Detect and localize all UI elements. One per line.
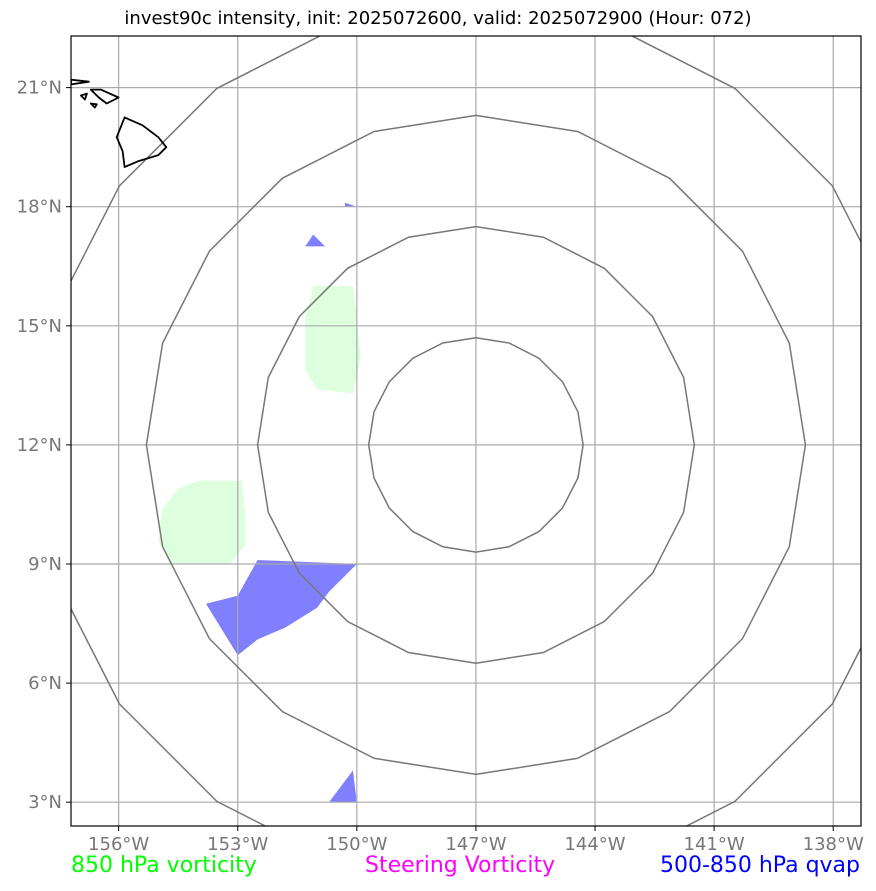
y-tick-label: 6°N bbox=[28, 673, 62, 694]
legend-steering-vorticity: Steering Vorticity bbox=[365, 853, 556, 878]
range-rings bbox=[71, 36, 861, 826]
map-background bbox=[71, 36, 861, 826]
vorticity-850-area-2 bbox=[158, 480, 246, 564]
y-tick-label: 9°N bbox=[28, 554, 62, 575]
lanai-coastline bbox=[80, 92, 88, 101]
molokai-coastline bbox=[71, 78, 90, 86]
range-ring-4 bbox=[71, 36, 861, 826]
y-tick-label: 3°N bbox=[28, 792, 62, 813]
range-ring-2 bbox=[256, 225, 696, 664]
qvap-area-4 bbox=[329, 770, 357, 803]
gridlines bbox=[71, 36, 861, 826]
vorticity-850-area-1 bbox=[305, 286, 361, 394]
y-tick-label: 18°N bbox=[17, 197, 62, 218]
map-frame bbox=[70, 35, 862, 827]
x-tick-label: 150°W bbox=[326, 834, 387, 855]
legend-850hpa-vorticity: 850 hPa vorticity bbox=[71, 853, 257, 878]
big-island-coastline bbox=[115, 116, 168, 168]
shading-layer bbox=[158, 202, 361, 803]
y-tick-label: 12°N bbox=[17, 435, 62, 456]
qvap-area-3 bbox=[344, 202, 357, 207]
x-tick-label: 147°W bbox=[445, 834, 506, 855]
axis-ticks: 156°W 153°W 150°W 147°W 144°W 141°W 138°W 3°N 6°… bbox=[17, 78, 864, 855]
x-tick-label: 153°W bbox=[207, 834, 268, 855]
y-tick-label: 21°N bbox=[17, 78, 62, 99]
qvap-area-1 bbox=[206, 560, 357, 656]
x-tick-label: 141°W bbox=[684, 834, 745, 855]
range-ring-3 bbox=[145, 114, 807, 776]
x-tick-label: 138°W bbox=[803, 834, 864, 855]
x-tick-label: 144°W bbox=[564, 834, 625, 855]
hawaii-coastline bbox=[71, 78, 168, 168]
map-title: invest90c intensity, init: 2025072600, v… bbox=[124, 8, 752, 29]
kahoolawe-coastline bbox=[89, 102, 98, 109]
qvap-area-2 bbox=[305, 234, 326, 247]
y-tick-label: 15°N bbox=[17, 316, 62, 337]
legend-500-850hpa-qvap: 500-850 hPa qvap bbox=[659, 853, 860, 878]
maui-coastline bbox=[89, 88, 120, 105]
x-tick-label: 156°W bbox=[88, 834, 149, 855]
range-ring-1 bbox=[367, 336, 584, 553]
